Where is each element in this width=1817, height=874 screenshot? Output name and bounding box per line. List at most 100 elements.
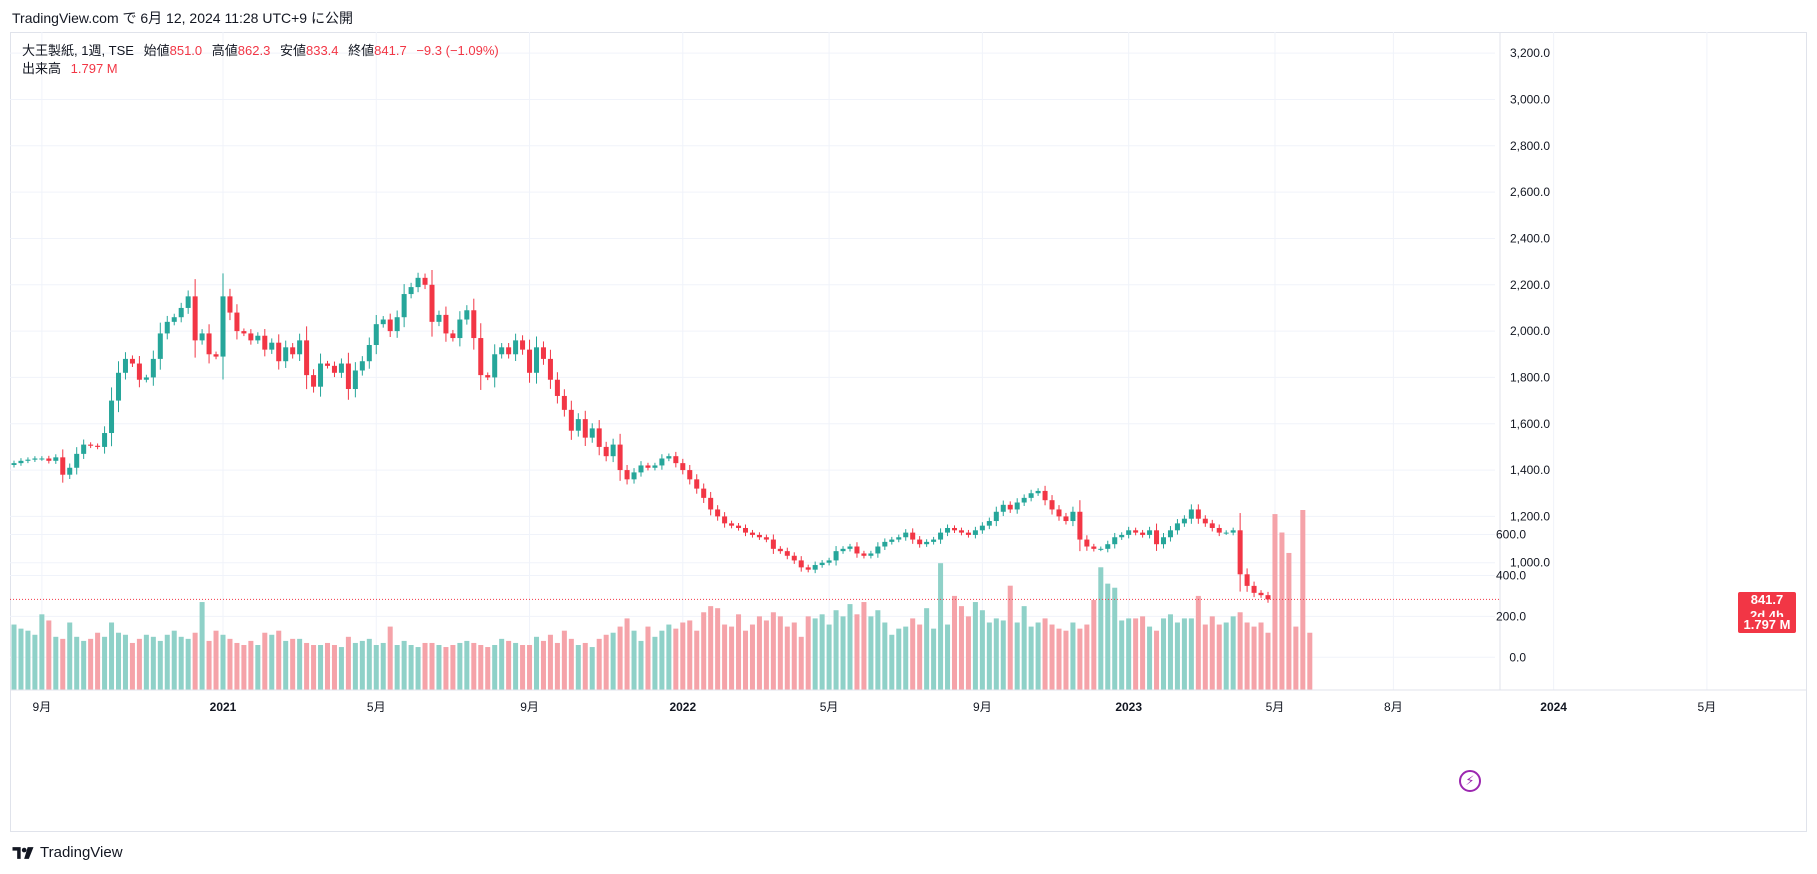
candle-body <box>687 470 693 480</box>
volume-bar <box>1035 622 1041 690</box>
candle-body <box>770 539 776 549</box>
volume-bar <box>917 624 923 690</box>
volume-bar <box>429 642 435 690</box>
candle-body <box>401 294 407 318</box>
volume-tick-label: 0.0 <box>1509 650 1526 664</box>
volume-bar <box>136 638 142 690</box>
candle-body <box>722 516 728 524</box>
candle-body <box>965 532 971 535</box>
volume-bar <box>903 626 909 690</box>
volume-bar <box>861 602 867 690</box>
candle-body <box>791 555 797 561</box>
volume-bar <box>1244 622 1250 690</box>
volume-bar <box>533 636 540 690</box>
candle-body <box>192 296 198 341</box>
volume-bar <box>1167 614 1173 690</box>
volume-bar <box>1133 618 1139 690</box>
volume-bar <box>889 634 895 690</box>
volume-bar <box>568 638 574 690</box>
time-tick-label: 2024 <box>1540 700 1567 714</box>
volume-tick-label: 600.0 <box>1496 528 1526 542</box>
volume-bar <box>88 638 94 690</box>
candle-body <box>1265 595 1271 600</box>
volume-bar <box>1258 622 1264 690</box>
volume-bar <box>631 630 637 690</box>
volume-bar <box>206 640 212 690</box>
volume-bar <box>868 616 874 690</box>
volume-bar <box>1230 616 1236 690</box>
candle-body <box>304 340 310 376</box>
candle-body <box>1154 530 1160 545</box>
candle-body <box>1202 518 1208 524</box>
candle-body <box>701 488 707 498</box>
volume-bar <box>972 602 978 690</box>
volume-bar <box>46 620 52 690</box>
volume-bar <box>979 610 985 690</box>
volume-bar <box>122 634 128 690</box>
price-axis[interactable]: 1,000.0 1,200.0 1,400.0 1,600.0 1,800.0 2,000… <box>1496 32 1550 690</box>
candle-body <box>1195 509 1201 519</box>
candle-body <box>1021 497 1027 503</box>
candle-body <box>248 333 254 341</box>
candle-body <box>680 463 686 471</box>
candle-body <box>255 335 261 341</box>
candle-body <box>938 532 944 540</box>
volume-bar <box>1147 626 1153 690</box>
candle-body <box>638 465 644 473</box>
volume-bar <box>729 626 735 690</box>
volume-bar <box>638 640 644 690</box>
volume-bar <box>234 642 240 690</box>
candle-body <box>575 419 581 431</box>
legend-ohlc-row: 大王製紙, 1週, TSE 始値851.0 高値862.3 安値833.4 終値… <box>22 42 499 60</box>
candle-body <box>478 338 484 376</box>
volume-bar <box>352 642 358 690</box>
price-tick-label: 1,800.0 <box>1510 370 1550 384</box>
price-tick-label: 1,200.0 <box>1510 509 1550 523</box>
volume-bar <box>422 642 428 690</box>
candle-body <box>763 537 769 540</box>
candle-body <box>366 345 372 362</box>
lightning-icon[interactable]: ⚡ <box>1459 770 1481 792</box>
candle-body <box>875 546 881 554</box>
volume-bar <box>694 630 700 690</box>
volume-bar <box>185 638 191 690</box>
volume-bar <box>283 640 289 690</box>
candle-body <box>868 553 874 556</box>
volume-bar <box>102 636 108 690</box>
candle-body <box>1028 493 1034 498</box>
volume-bar <box>1028 626 1034 690</box>
candle-body <box>889 539 895 542</box>
candle-body <box>269 342 275 350</box>
candle-body <box>527 349 533 373</box>
footer: TradingView <box>12 844 123 861</box>
price-tick-label: 2,000.0 <box>1510 324 1550 338</box>
candle-body <box>673 456 679 464</box>
last-volume-tag: 1.797 M <box>1738 616 1796 633</box>
legend-close: 841.7 <box>374 43 407 58</box>
volume-bar <box>415 647 421 690</box>
candle-body <box>81 444 87 454</box>
candle-body <box>582 419 588 438</box>
volume-bar <box>945 624 951 690</box>
volume-bar <box>401 640 407 690</box>
candle-body <box>777 548 783 552</box>
candle-body <box>1042 490 1048 501</box>
price-tick-label: 2,600.0 <box>1510 185 1550 199</box>
volume-bar <box>798 636 804 690</box>
candle-body <box>903 532 909 538</box>
candle-body <box>1209 523 1215 528</box>
candle-body <box>25 459 31 461</box>
candle-body <box>840 548 846 552</box>
volume-bar <box>993 618 999 690</box>
volume-bar <box>1098 567 1104 690</box>
candle-body <box>1091 546 1097 549</box>
volume-bar <box>359 640 365 690</box>
candle-body <box>443 314 449 334</box>
candle-body <box>554 379 560 396</box>
volume-bar <box>554 642 560 690</box>
legend-high: 862.3 <box>237 43 271 58</box>
volume-bar <box>262 632 268 690</box>
volume-bar <box>687 620 693 690</box>
time-axis[interactable]: 9月20215月9月20225月9月20235月8月20245月9月2025 <box>10 689 1817 714</box>
